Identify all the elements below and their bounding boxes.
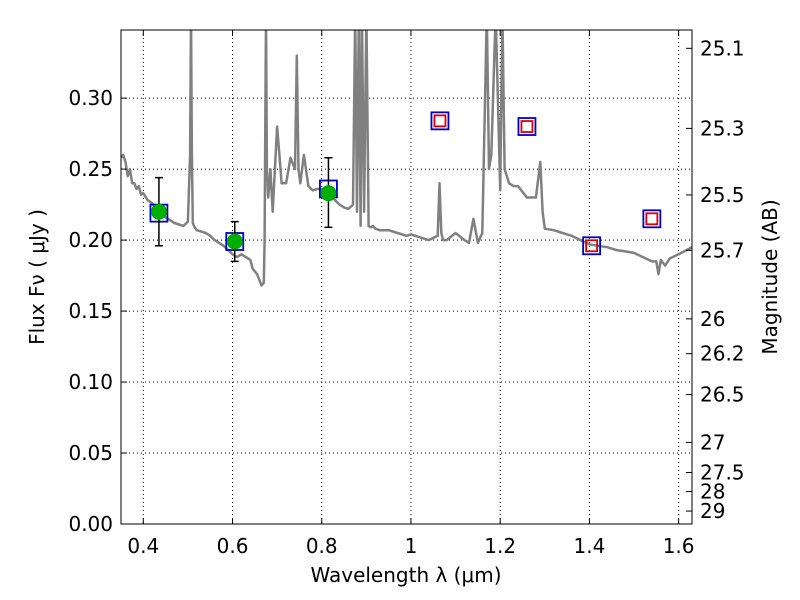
y2-tick-label: 25.7 xyxy=(700,238,745,262)
y2-tick-label: 26 xyxy=(700,307,725,331)
upper-limit-square xyxy=(520,120,534,133)
y2-tick-label: 28 xyxy=(700,479,725,503)
x-tick-label: 0.8 xyxy=(306,534,338,558)
plot-frame xyxy=(120,29,693,525)
observed-point xyxy=(320,185,337,202)
y-tick-label: 0.20 xyxy=(68,228,113,252)
upper-limit-square xyxy=(433,114,447,128)
model-photometry-square xyxy=(642,209,662,229)
series-layer xyxy=(121,30,692,287)
x-tick-label: 1.4 xyxy=(573,534,605,558)
observed-point xyxy=(226,233,243,250)
x-tick-label: 1.6 xyxy=(663,534,695,558)
y-tick-label: 0.15 xyxy=(68,299,113,323)
x-tick-label: 1.2 xyxy=(484,534,516,558)
model-photometry-square xyxy=(517,117,537,136)
upper-limit-square xyxy=(585,239,599,253)
observed-point xyxy=(150,203,167,220)
marker-layer xyxy=(149,111,662,263)
y2-tick-label: 27 xyxy=(700,430,725,454)
x-axis-label: Wavelength λ (μm) xyxy=(310,563,501,587)
y-tick-label: 0.30 xyxy=(68,86,113,110)
y2-tick-label: 29 xyxy=(700,499,725,523)
y2-tick-label: 25.1 xyxy=(700,36,745,60)
upper-limit-square xyxy=(645,212,659,226)
y2-tick-label: 27.5 xyxy=(700,460,745,484)
y-axis-label: Flux Fν ( μJy ) xyxy=(25,209,49,345)
sed-line xyxy=(121,30,692,287)
x-tick-label: 1 xyxy=(405,534,418,558)
model-photometry-square xyxy=(582,236,602,256)
y2-axis-label: Magnitude (AB) xyxy=(758,199,782,354)
y2-tick-label: 26.5 xyxy=(700,383,745,407)
y-tick-label: 0.10 xyxy=(68,370,113,394)
y-tick-label: 0.25 xyxy=(68,157,113,181)
y2-tick-label: 26.2 xyxy=(700,342,745,366)
x-tick-label: 0.4 xyxy=(127,534,159,558)
model-photometry-square xyxy=(430,111,450,131)
x-tick-label: 0.6 xyxy=(217,534,249,558)
tick-layer xyxy=(121,30,692,525)
y-tick-label: 0.00 xyxy=(68,512,113,536)
label-layer: 0.4 0.6 0.8 1 1.2 1.4 1.6 0.00 0.05 0.10 0.15 0.20 0… xyxy=(68,36,744,558)
y2-tick-label: 25.3 xyxy=(700,116,745,140)
y-tick-label: 0.05 xyxy=(68,441,113,465)
plot-background xyxy=(121,30,692,524)
y2-tick-label: 25.5 xyxy=(700,183,745,207)
